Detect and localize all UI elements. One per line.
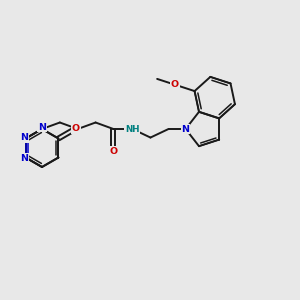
Text: N: N	[20, 133, 28, 142]
Text: N: N	[38, 122, 46, 131]
Text: N: N	[182, 124, 190, 134]
Text: O: O	[110, 147, 118, 156]
Text: NH: NH	[125, 124, 140, 134]
Text: O: O	[171, 80, 179, 89]
Text: N: N	[20, 154, 28, 163]
Text: O: O	[72, 124, 80, 133]
